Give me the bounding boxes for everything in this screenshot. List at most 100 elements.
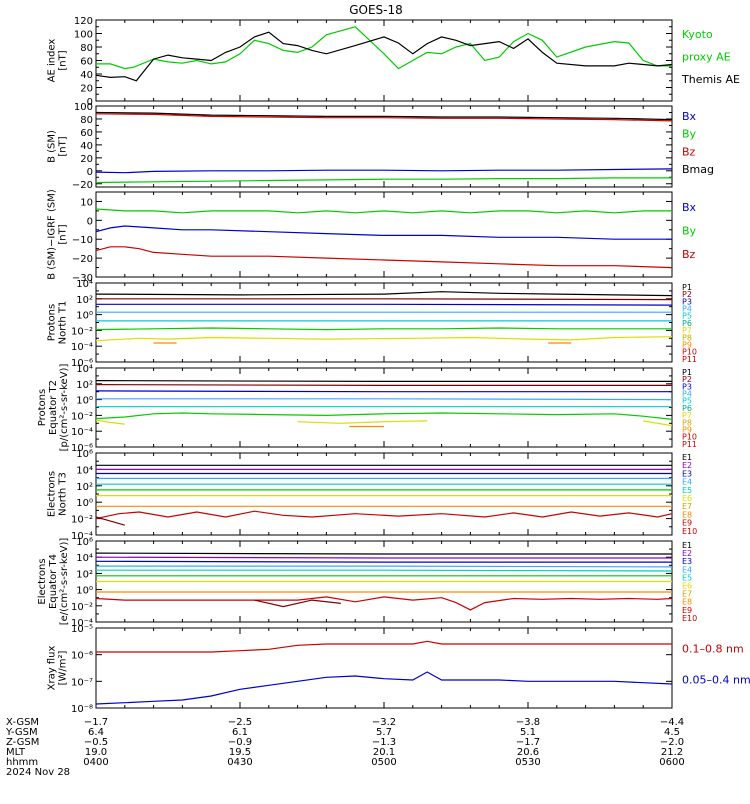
legend-entry: By: [682, 225, 697, 238]
y-tick-label: 40: [80, 141, 93, 152]
axis-value: 0500: [371, 757, 396, 768]
y-axis-label: [W/m²]: [58, 650, 69, 685]
series-line: [96, 247, 672, 268]
legend-entry: Bz: [682, 248, 696, 261]
series-line: [96, 557, 672, 558]
legend-entry: Bz: [682, 145, 696, 158]
y-tick-label: 10²: [76, 482, 93, 493]
y-tick-label: 10⁻⁶: [71, 651, 93, 662]
series-line: [254, 600, 340, 607]
y-axis-label: North T1: [58, 301, 69, 345]
y-tick-label: 0: [87, 216, 93, 227]
panel-frame: [96, 628, 672, 708]
y-tick-label: 10²: [76, 380, 93, 391]
y-axis-label: AE index: [47, 39, 58, 83]
y-tick-label: 10⁻⁸: [71, 704, 93, 715]
y-axis-label: Electrons: [47, 471, 58, 517]
series-line: [96, 570, 672, 571]
y-tick-label: 100: [74, 102, 93, 113]
series-line: [96, 381, 672, 382]
axis-value: 0530: [515, 757, 540, 768]
legend-entry: proxy AE: [682, 51, 731, 64]
y-tick-label: 10⁴: [76, 465, 93, 476]
legend-entry: P11: [682, 355, 697, 364]
legend-entry: Bx: [682, 110, 697, 123]
y-tick-label: 10⁻⁵: [71, 624, 93, 635]
y-tick-label: 10⁴: [76, 553, 93, 564]
series-line: [96, 511, 672, 518]
y-tick-label: 10⁰: [76, 311, 93, 322]
y-tick-label: 10⁻²: [71, 326, 93, 337]
y-tick-label: −10: [72, 235, 93, 246]
series-line: [96, 672, 672, 704]
plot-title: GOES-18: [349, 3, 403, 17]
y-tick-label: 10²: [76, 569, 93, 580]
y-tick-label: 10: [80, 197, 93, 208]
series-line: [96, 114, 672, 121]
y-tick-label: −20: [72, 254, 93, 265]
series-line: [96, 641, 672, 652]
series-line: [96, 328, 672, 330]
y-axis-label: [nT]: [58, 50, 69, 70]
series-line: [96, 292, 672, 296]
series-line: [96, 517, 125, 525]
y-tick-label: 10²: [76, 295, 93, 306]
y-tick-label: 20: [80, 154, 93, 165]
y-tick-label: 10⁻²: [71, 602, 93, 613]
panel-xray: 10⁻⁸ 10⁻⁷ 10⁻⁶ 10⁻⁵ Xray flux[W/m²] 0.1–0.8 n…: [47, 624, 750, 715]
y-tick-label: 60: [80, 57, 93, 68]
axis-value: 0400: [83, 757, 108, 768]
y-tick-label: 10⁻⁴: [71, 342, 93, 353]
legend-entry: 0.05–0.4 nm: [682, 673, 750, 686]
y-tick-label: 10⁶: [76, 537, 93, 548]
y-tick-label: 10⁰: [76, 586, 93, 597]
y-tick-label: 10⁶: [76, 449, 93, 460]
y-tick-label: 80: [80, 115, 93, 126]
y-axis-label: [nT]: [58, 136, 69, 156]
axis-value: 0600: [659, 757, 684, 768]
series-line: [96, 553, 672, 554]
y-axis-label: B (SM): [47, 130, 58, 163]
y-axis-label: Equator T4: [48, 554, 59, 609]
y-axis-label: Electrons: [37, 558, 48, 604]
series-line: [96, 226, 672, 239]
y-axis-label: Protons: [37, 389, 48, 426]
series-line: [298, 421, 428, 423]
panel-frame: [96, 368, 672, 447]
y-tick-label: 100: [74, 30, 93, 41]
series-line: [96, 391, 672, 392]
series-line: [96, 413, 672, 419]
legend-entry: Themis AE: [681, 73, 740, 86]
legend-entry: Kyoto: [682, 28, 713, 41]
series-line: [96, 169, 672, 173]
series-line: [96, 32, 672, 81]
y-tick-label: 10⁴: [76, 364, 93, 375]
y-axis-label: [e/(cm²-s-sr-keV)]: [59, 538, 70, 626]
y-axis-label: [nT]: [58, 224, 69, 244]
series-line: [96, 420, 125, 424]
legend-entry: 0.1–0.8 nm: [682, 643, 744, 656]
y-axis-label: [p/(cm²-s-sr-keV)]: [59, 364, 70, 452]
y-axis-label: Xray flux: [47, 646, 58, 691]
panel-frame: [96, 192, 672, 277]
y-tick-label: 60: [80, 128, 93, 139]
y-tick-label: 10⁻⁴: [71, 427, 93, 438]
y-tick-label: 10⁰: [76, 396, 93, 407]
y-tick-label: 0: [87, 167, 93, 178]
y-tick-label: 80: [80, 43, 93, 54]
series-line: [96, 566, 672, 567]
y-tick-label: 10⁻²: [71, 515, 93, 526]
series-line: [96, 299, 672, 300]
y-tick-label: 10⁻⁷: [71, 677, 93, 688]
series-line: [96, 304, 672, 305]
y-axis-label: North T3: [58, 472, 69, 516]
y-tick-label: 120: [74, 16, 93, 27]
legend-entry: Bx: [682, 201, 697, 214]
series-line: [96, 597, 672, 610]
series-line: [96, 399, 672, 400]
